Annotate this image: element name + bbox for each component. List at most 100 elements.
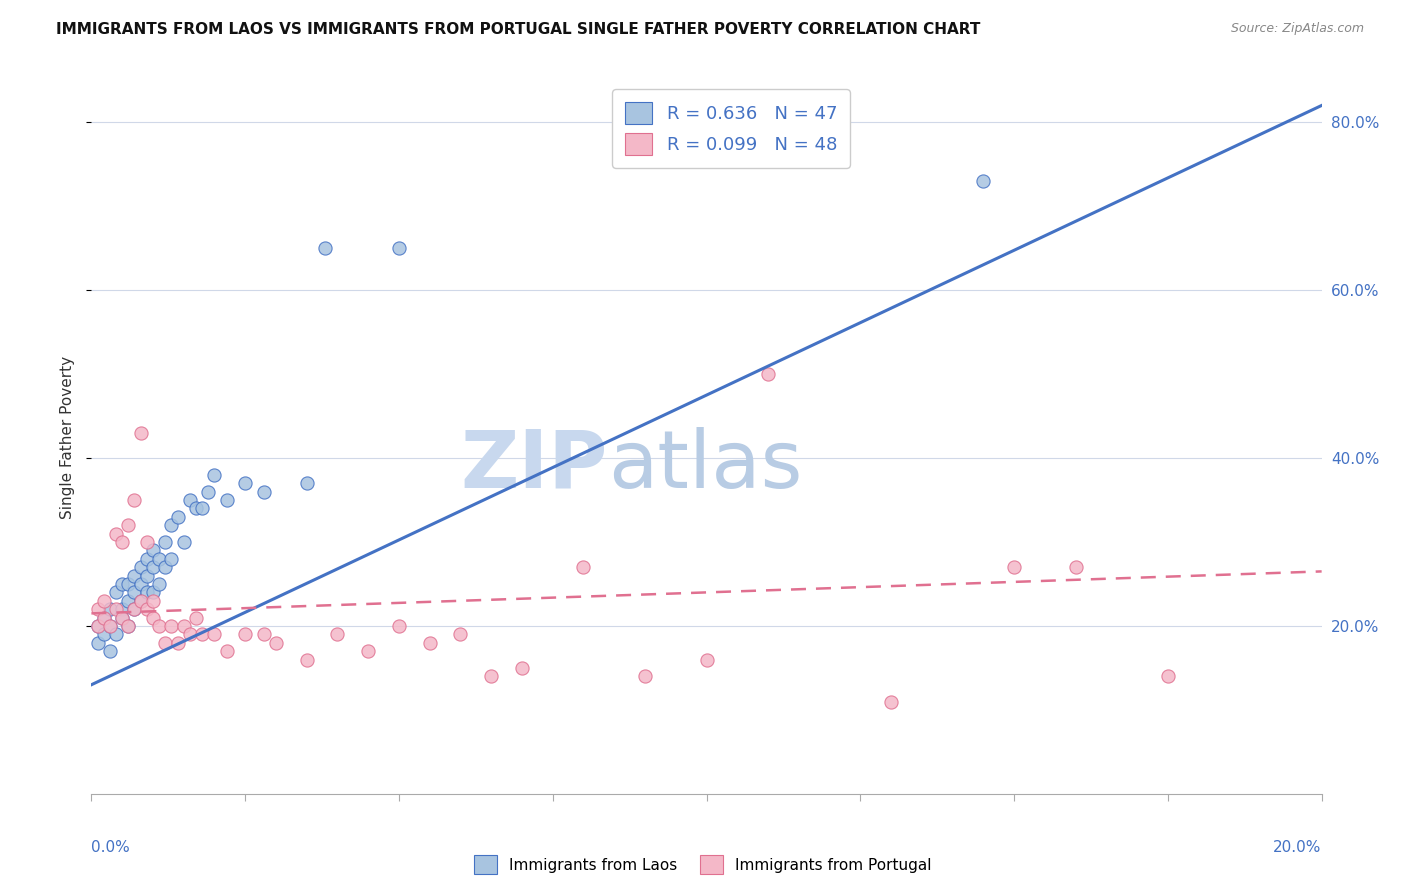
- Point: [388, 619, 411, 633]
- Point: [135, 602, 157, 616]
- Point: [479, 669, 502, 683]
- Point: [160, 551, 183, 566]
- Point: [191, 627, 214, 641]
- Text: Source: ZipAtlas.com: Source: ZipAtlas.com: [1230, 22, 1364, 36]
- Text: 20.0%: 20.0%: [1274, 840, 1322, 855]
- Point: [93, 627, 115, 641]
- Point: [86, 619, 108, 633]
- Point: [142, 560, 165, 574]
- Point: [93, 610, 115, 624]
- Point: [111, 610, 134, 624]
- Point: [357, 644, 380, 658]
- Point: [148, 619, 170, 633]
- Text: atlas: atlas: [607, 426, 803, 505]
- Point: [135, 551, 157, 566]
- Point: [142, 594, 165, 608]
- Text: ZIP: ZIP: [461, 426, 607, 505]
- Point: [129, 560, 152, 574]
- Point: [388, 241, 411, 255]
- Point: [111, 610, 134, 624]
- Point: [124, 602, 146, 616]
- Legend: Immigrants from Laos, Immigrants from Portugal: Immigrants from Laos, Immigrants from Po…: [468, 849, 938, 880]
- Point: [135, 568, 157, 582]
- Point: [129, 594, 152, 608]
- Point: [215, 493, 238, 508]
- Text: 0.0%: 0.0%: [91, 840, 131, 855]
- Point: [153, 560, 177, 574]
- Point: [233, 476, 256, 491]
- Point: [111, 577, 134, 591]
- Point: [166, 509, 188, 524]
- Point: [117, 619, 139, 633]
- Point: [179, 627, 201, 641]
- Point: [86, 619, 108, 633]
- Point: [93, 594, 115, 608]
- Point: [148, 551, 170, 566]
- Point: [93, 610, 115, 624]
- Point: [295, 476, 318, 491]
- Point: [142, 610, 165, 624]
- Point: [264, 636, 287, 650]
- Point: [124, 602, 146, 616]
- Point: [129, 577, 152, 591]
- Point: [295, 652, 318, 666]
- Point: [253, 484, 276, 499]
- Point: [98, 644, 121, 658]
- Point: [117, 577, 139, 591]
- Point: [117, 619, 139, 633]
- Point: [148, 577, 170, 591]
- Point: [135, 535, 157, 549]
- Point: [173, 619, 195, 633]
- Point: [135, 585, 157, 599]
- Point: [510, 661, 533, 675]
- Point: [1064, 560, 1087, 574]
- Point: [696, 652, 718, 666]
- Point: [1157, 669, 1180, 683]
- Point: [572, 560, 595, 574]
- Point: [314, 241, 336, 255]
- Point: [160, 518, 183, 533]
- Point: [105, 585, 127, 599]
- Point: [202, 467, 225, 482]
- Point: [326, 627, 349, 641]
- Point: [98, 619, 121, 633]
- Point: [173, 535, 195, 549]
- Point: [191, 501, 214, 516]
- Point: [124, 493, 146, 508]
- Point: [449, 627, 471, 641]
- Point: [756, 367, 779, 381]
- Point: [86, 636, 108, 650]
- Point: [160, 619, 183, 633]
- Point: [86, 602, 108, 616]
- Point: [1002, 560, 1025, 574]
- Point: [129, 594, 152, 608]
- Text: IMMIGRANTS FROM LAOS VS IMMIGRANTS FROM PORTUGAL SINGLE FATHER POVERTY CORRELATI: IMMIGRANTS FROM LAOS VS IMMIGRANTS FROM …: [56, 22, 980, 37]
- Point: [111, 602, 134, 616]
- Point: [184, 610, 207, 624]
- Y-axis label: Single Father Poverty: Single Father Poverty: [60, 356, 76, 518]
- Point: [117, 594, 139, 608]
- Point: [105, 627, 127, 641]
- Point: [129, 425, 152, 440]
- Point: [153, 535, 177, 549]
- Point: [142, 543, 165, 558]
- Point: [98, 619, 121, 633]
- Legend: R = 0.636   N = 47, R = 0.099   N = 48: R = 0.636 N = 47, R = 0.099 N = 48: [613, 89, 849, 168]
- Point: [105, 602, 127, 616]
- Point: [124, 568, 146, 582]
- Point: [142, 585, 165, 599]
- Point: [153, 636, 177, 650]
- Point: [166, 636, 188, 650]
- Point: [111, 535, 134, 549]
- Point: [880, 694, 903, 708]
- Point: [634, 669, 657, 683]
- Point: [117, 518, 139, 533]
- Point: [253, 627, 276, 641]
- Point: [98, 602, 121, 616]
- Point: [215, 644, 238, 658]
- Point: [105, 526, 127, 541]
- Point: [184, 501, 207, 516]
- Point: [124, 585, 146, 599]
- Point: [202, 627, 225, 641]
- Point: [419, 636, 441, 650]
